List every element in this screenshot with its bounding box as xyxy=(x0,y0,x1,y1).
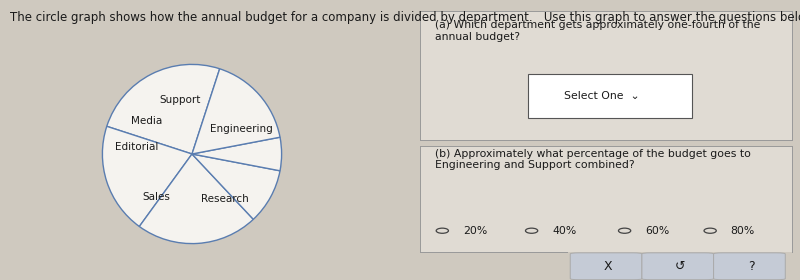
Text: Support: Support xyxy=(159,95,201,105)
Text: 80%: 80% xyxy=(730,226,755,236)
Text: Engineering: Engineering xyxy=(210,124,273,134)
Text: 40%: 40% xyxy=(552,226,576,236)
Text: (a) Which department gets approximately one-fourth of the
annual budget?: (a) Which department gets approximately … xyxy=(435,20,760,42)
Text: X: X xyxy=(604,260,613,272)
Text: Select One  ⌄: Select One ⌄ xyxy=(564,91,640,101)
Text: Media: Media xyxy=(131,116,162,126)
Text: (b) Approximately what percentage of the budget goes to
Engineering and Support : (b) Approximately what percentage of the… xyxy=(435,149,750,171)
Wedge shape xyxy=(139,154,254,244)
Wedge shape xyxy=(192,69,280,154)
FancyBboxPatch shape xyxy=(642,253,714,280)
Text: The circle graph shows how the annual budget for a company is divided by departm: The circle graph shows how the annual bu… xyxy=(10,11,800,24)
Text: Editorial: Editorial xyxy=(115,142,158,152)
Wedge shape xyxy=(192,137,282,171)
Wedge shape xyxy=(192,154,280,219)
Wedge shape xyxy=(106,64,220,154)
Text: ?: ? xyxy=(748,260,755,272)
Text: 20%: 20% xyxy=(462,226,487,236)
FancyBboxPatch shape xyxy=(528,74,691,118)
FancyBboxPatch shape xyxy=(570,253,642,280)
Wedge shape xyxy=(102,126,192,227)
Text: 60%: 60% xyxy=(645,226,670,236)
Text: Research: Research xyxy=(201,194,249,204)
Text: Sales: Sales xyxy=(142,192,170,202)
Text: ↺: ↺ xyxy=(674,260,686,272)
FancyBboxPatch shape xyxy=(714,253,786,280)
